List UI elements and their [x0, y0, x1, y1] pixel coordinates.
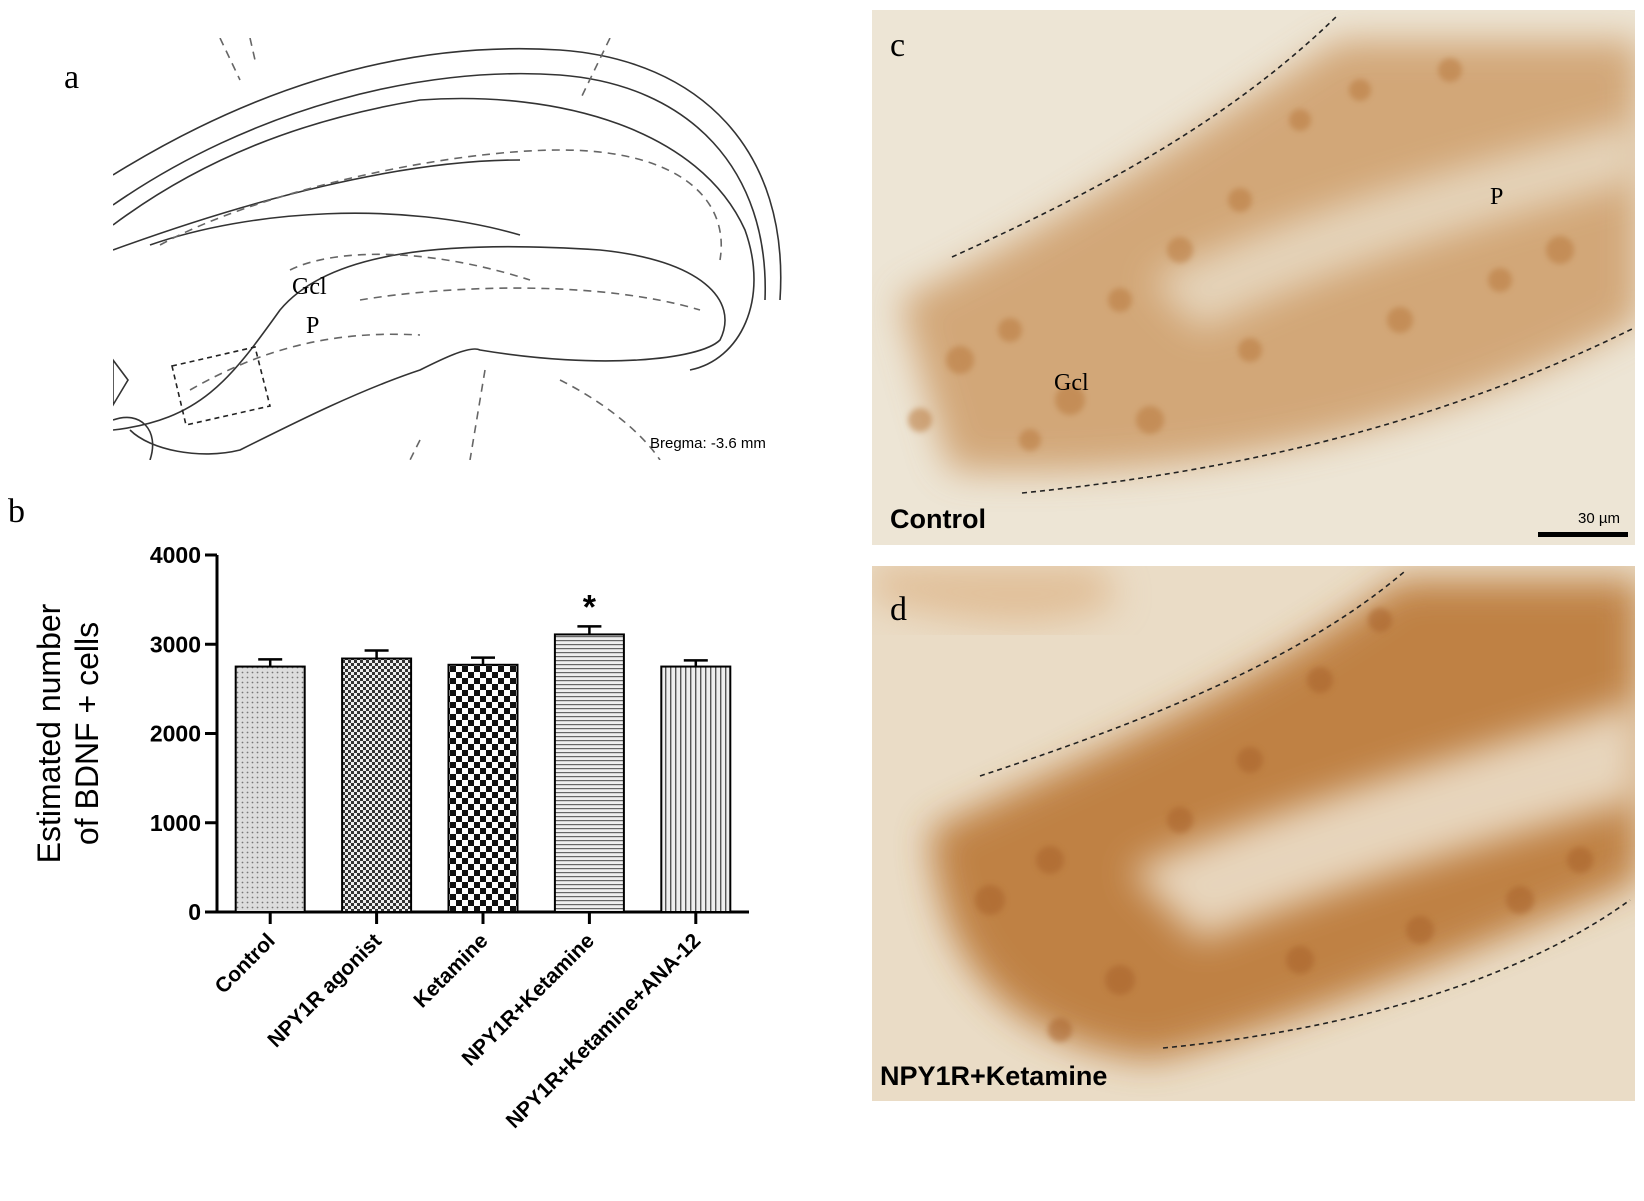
region-label: Gcl [1054, 370, 1089, 396]
bar [341, 657, 413, 914]
condition-label: NPY1R+Ketamine [880, 1061, 1107, 1091]
y-axis-label: of BDNF + cells [69, 622, 105, 845]
scale-bar [1538, 532, 1628, 537]
y-tick-label: 2000 [150, 721, 201, 747]
bar-chart: 0 1000 2000 3000 4000 Estimated number of BDNF… [31, 542, 749, 1133]
micrograph [872, 566, 1635, 1101]
x-tick-label: Control [211, 929, 280, 998]
annotation: * [583, 588, 597, 626]
micrograph [872, 10, 1635, 545]
bregma-label: Bregma: -3.6 mm [650, 435, 766, 452]
schematic [113, 38, 782, 460]
bar [234, 665, 306, 913]
x-tick-label: Ketamine [409, 929, 492, 1012]
region-label: P [306, 313, 319, 339]
panel-label: b [8, 493, 25, 530]
condition-label: Control [890, 504, 986, 534]
region-label: P [1490, 184, 1503, 210]
y-tick-label: 4000 [150, 542, 201, 568]
scale-bar-label: 30 µm [1578, 510, 1620, 527]
y-axis-label: Estimated number [31, 603, 67, 863]
panel-label: c [890, 27, 905, 64]
panel-label: d [890, 591, 907, 628]
bar [660, 665, 732, 913]
y-tick-label: 0 [188, 899, 201, 925]
y-tick-label: 1000 [150, 810, 201, 836]
region-label: Gcl [292, 274, 327, 300]
x-tick-label: NPY1R+Ketamine+ANA-12 [502, 929, 706, 1133]
panel-label: a [64, 59, 79, 96]
bar [447, 663, 519, 914]
bar [553, 633, 625, 913]
x-tick-label: NPY1R agonist [263, 929, 386, 1052]
y-tick-label: 3000 [150, 631, 201, 657]
